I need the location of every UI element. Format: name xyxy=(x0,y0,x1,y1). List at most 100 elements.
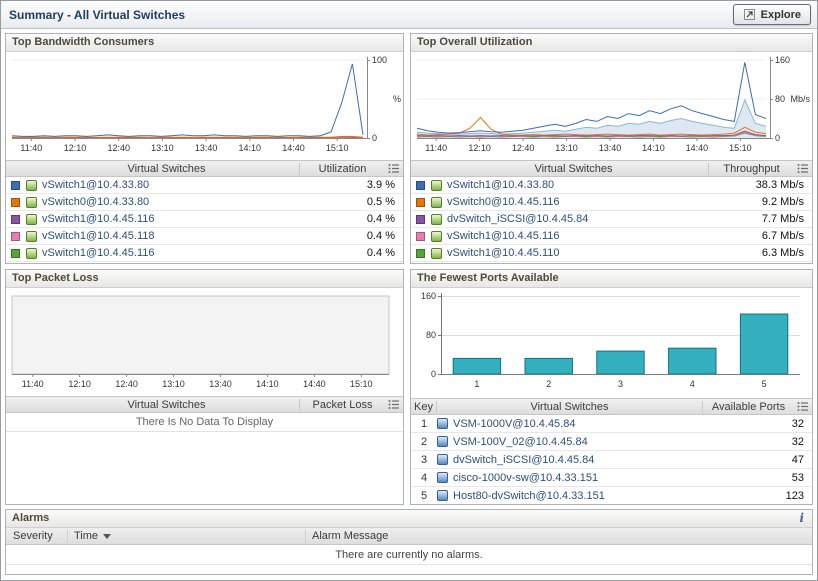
panel-title-bar: Top Bandwidth Consumers xyxy=(6,34,403,52)
switch-link[interactable]: vSwitch1@10.4.45.116 xyxy=(42,247,155,259)
switch-link[interactable]: VSM-1000V@10.4.45.84 xyxy=(453,417,576,430)
vswitch-icon xyxy=(26,230,37,242)
switch-link[interactable]: dvSwitch_iSCSI@10.4.45.84 xyxy=(447,213,589,225)
bandwidth-table: Virtual Switches Utilization vSwitch1@10… xyxy=(6,160,403,262)
bandwidth-chart-area: 11:40 12:10 12:40 13:10 13:40 14:10 14:40 15:10… xyxy=(6,52,403,160)
available-ports-value: 123 xyxy=(785,489,804,502)
svg-text:11:40: 11:40 xyxy=(22,379,44,389)
svg-text:11:40: 11:40 xyxy=(20,143,42,153)
bandwidth-table-body: vSwitch1@10.4.33.80 3.9 % vSwitch0@10.4.33… xyxy=(6,177,403,262)
table-customizer-icon[interactable] xyxy=(794,401,812,412)
svg-text:0: 0 xyxy=(372,133,377,143)
svg-text:13:10: 13:10 xyxy=(151,143,174,153)
no-data-message: There Is No Data To Display xyxy=(6,413,403,432)
series-color-swatch xyxy=(416,180,425,190)
vswitch-icon xyxy=(431,213,442,225)
table-row[interactable]: vSwitch1@10.4.45.116 0.4 % xyxy=(6,245,403,262)
dashboard-header: Summary - All Virtual Switches Explore xyxy=(1,1,817,29)
table-row[interactable]: vSwitch0@10.4.45.116 9.2 Mb/s xyxy=(411,194,812,211)
column-throughput[interactable]: Throughput xyxy=(708,162,794,175)
series-color-swatch xyxy=(416,197,425,207)
panel-title: Top Packet Loss xyxy=(12,272,99,284)
table-customizer-icon[interactable] xyxy=(385,163,403,174)
panel-top-bandwidth-consumers: Top Bandwidth Consumers 11:40 12:10 12:40 1… xyxy=(5,33,404,264)
table-row[interactable]: vSwitch1@10.4.33.80 38.3 Mb/s xyxy=(411,177,812,194)
series-color-swatch xyxy=(416,248,425,258)
switch-link[interactable]: cisco-1000v-sw@10.4.33.151 xyxy=(453,471,599,484)
metric-value: 6.3 Mb/s xyxy=(761,247,804,259)
row-key: 4 xyxy=(420,471,428,484)
table-header: Key Virtual Switches Available Ports xyxy=(411,398,812,415)
svg-text:2: 2 xyxy=(546,379,551,389)
svg-text:13:40: 13:40 xyxy=(195,143,218,153)
switch-link[interactable]: vSwitch0@10.4.33.80 xyxy=(42,196,150,208)
utilization-table-body: vSwitch1@10.4.33.80 38.3 Mb/s vSwitch0@10.… xyxy=(411,177,812,262)
table-row[interactable]: vSwitch1@10.4.33.80 3.9 % xyxy=(6,177,403,194)
table-row[interactable]: 4 cisco-1000v-sw@10.4.33.151 53 xyxy=(411,469,812,487)
column-virtual-switches[interactable]: Virtual Switches xyxy=(530,400,609,413)
switch-link[interactable]: VSM-100V_02@10.4.45.84 xyxy=(453,435,588,448)
panel-title-bar: Top Packet Loss xyxy=(6,270,403,288)
svg-text:%: % xyxy=(393,94,401,104)
svg-text:12:40: 12:40 xyxy=(107,143,130,153)
table-row[interactable]: 5 Host80-dvSwitch@10.4.33.151 123 xyxy=(411,487,812,504)
column-utilization[interactable]: Utilization xyxy=(299,162,385,175)
switch-link[interactable]: dvSwitch_iSCSI@10.4.45.84 xyxy=(453,453,595,466)
switch-link[interactable]: vSwitch1@10.4.45.116 xyxy=(42,213,155,225)
column-virtual-switches[interactable]: Virtual Switches xyxy=(534,162,613,175)
table-row[interactable]: vSwitch1@10.4.45.110 6.3 Mb/s xyxy=(411,245,812,262)
svg-text:5: 5 xyxy=(762,379,767,389)
svg-text:0: 0 xyxy=(431,369,436,379)
utilization-line-chart: 11:40 12:10 12:40 13:10 13:40 14:10 14:40 15:10… xyxy=(416,55,810,153)
svg-text:14:40: 14:40 xyxy=(282,143,305,153)
table-row[interactable]: vSwitch0@10.4.33.80 0.5 % xyxy=(6,194,403,211)
column-time[interactable]: Time xyxy=(68,530,306,542)
svg-text:0: 0 xyxy=(775,133,780,143)
svg-text:1: 1 xyxy=(474,379,479,389)
column-virtual-switches[interactable]: Virtual Switches xyxy=(127,398,206,411)
table-row[interactable]: vSwitch1@10.4.45.116 0.4 % xyxy=(6,211,403,228)
panel-alarms: Alarms i Severity Time Alarm Message The… xyxy=(5,509,813,575)
dvswitch-icon xyxy=(437,490,448,501)
column-key[interactable]: Key xyxy=(411,400,437,413)
switch-link[interactable]: vSwitch1@10.4.45.110 xyxy=(447,247,560,259)
table-row[interactable]: dvSwitch_iSCSI@10.4.45.84 7.7 Mb/s xyxy=(411,211,812,228)
svg-text:160: 160 xyxy=(775,55,790,65)
panel-title-bar: Top Overall Utilization xyxy=(411,34,812,52)
svg-text:12:10: 12:10 xyxy=(68,379,91,389)
column-severity[interactable]: Severity xyxy=(6,530,68,542)
dvswitch-icon xyxy=(437,472,448,483)
switch-link[interactable]: vSwitch1@10.4.33.80 xyxy=(42,179,150,191)
switch-link[interactable]: Host80-dvSwitch@10.4.33.151 xyxy=(453,489,605,502)
series-color-swatch xyxy=(11,231,20,241)
vswitch-icon xyxy=(26,179,37,191)
table-row[interactable]: 1 VSM-1000V@10.4.45.84 32 xyxy=(411,415,812,433)
table-customizer-icon[interactable] xyxy=(794,163,812,174)
metric-value: 3.9 % xyxy=(366,179,395,191)
svg-text:14:40: 14:40 xyxy=(686,143,709,153)
column-alarm-message[interactable]: Alarm Message xyxy=(312,530,389,542)
table-header: Virtual Switches Packet Loss xyxy=(6,396,403,413)
column-virtual-switches[interactable]: Virtual Switches xyxy=(127,162,206,175)
info-icon[interactable]: i xyxy=(799,511,804,525)
packetloss-empty-chart: 11:40 12:10 12:40 13:10 13:40 14:10 14:40 15:10 xyxy=(11,295,390,389)
svg-text:11:40: 11:40 xyxy=(425,143,447,153)
series-color-swatch xyxy=(11,214,20,224)
table-customizer-icon[interactable] xyxy=(385,399,403,410)
switch-link[interactable]: vSwitch1@10.4.45.116 xyxy=(447,230,560,242)
table-row[interactable]: vSwitch1@10.4.45.116 6.7 Mb/s xyxy=(411,228,812,245)
explore-button[interactable]: Explore xyxy=(732,4,811,25)
svg-text:14:10: 14:10 xyxy=(256,379,279,389)
column-available-ports[interactable]: Available Ports xyxy=(702,400,794,413)
table-row[interactable]: vSwitch1@10.4.45.118 0.4 % xyxy=(6,228,403,245)
switch-link[interactable]: vSwitch1@10.4.45.118 xyxy=(42,230,155,242)
table-row[interactable]: 2 VSM-100V_02@10.4.45.84 32 xyxy=(411,433,812,451)
available-ports-value: 32 xyxy=(791,435,804,448)
vswitch-icon xyxy=(431,196,442,208)
switch-link[interactable]: vSwitch0@10.4.45.116 xyxy=(447,196,560,208)
table-row[interactable]: 3 dvSwitch_iSCSI@10.4.45.84 47 xyxy=(411,451,812,469)
column-packet-loss[interactable]: Packet Loss xyxy=(299,398,385,411)
switch-link[interactable]: vSwitch1@10.4.33.80 xyxy=(447,179,555,191)
packetloss-table: Virtual Switches Packet Loss There Is No… xyxy=(6,396,403,432)
available-ports-bar-chart: 1 2 3 4 5 0 80 160 xyxy=(421,291,800,389)
